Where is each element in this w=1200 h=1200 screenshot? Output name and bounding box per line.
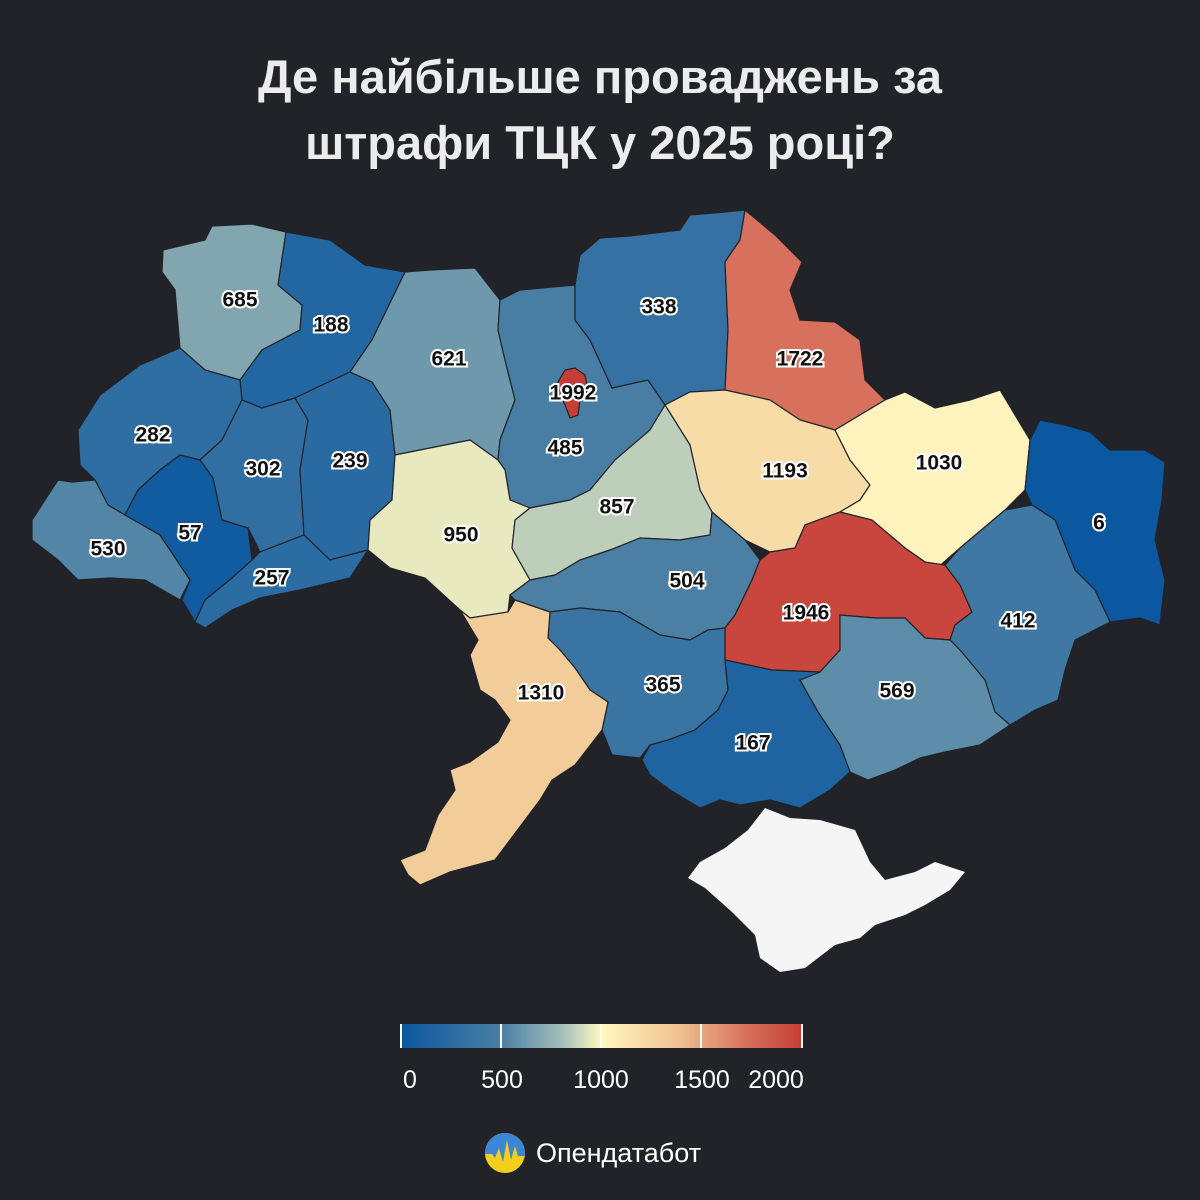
label-zaporizhzhia: 569: [879, 680, 914, 703]
label-kirovohrad: 504: [669, 570, 704, 593]
label-luhansk: 6: [1093, 512, 1105, 535]
legend-label-500: 500: [481, 1066, 523, 1094]
label-lviv: 282: [135, 424, 170, 447]
legend-label-2000: 2000: [748, 1066, 804, 1094]
label-kherson: 167: [735, 732, 770, 755]
legend-tick-2000: [801, 1024, 803, 1048]
label-donetsk: 412: [1000, 610, 1035, 633]
region-odesa[interactable]: [399, 599, 609, 886]
label-ternopil: 302: [245, 458, 280, 481]
label-dnipropetrovsk: 1946: [783, 602, 830, 625]
legend-tick-1500: [700, 1024, 702, 1048]
region-crimea: [688, 808, 965, 972]
map-title-line-1: Де найбільше проваджень за: [257, 50, 942, 103]
region-chernivtsi[interactable]: [194, 534, 370, 629]
label-kharkiv: 1030: [916, 452, 963, 475]
label-cherkasy: 857: [599, 496, 634, 519]
legend-label-1000: 1000: [573, 1066, 629, 1094]
brand: Опендатабот: [484, 1131, 701, 1175]
label-ivano-frankivsk: 57: [178, 522, 201, 545]
label-mykolaiv: 365: [645, 674, 680, 697]
region-kherson[interactable]: [641, 659, 851, 809]
label-zakarpattia: 530: [90, 538, 125, 561]
brand-name: Опендатабот: [536, 1137, 702, 1168]
label-kyiv-oblast: 485: [547, 437, 582, 460]
label-khmelnytskyi: 239: [332, 450, 367, 473]
region-donetsk[interactable]: [944, 504, 1111, 726]
label-rivne: 188: [313, 314, 348, 337]
label-zhytomyr: 621: [431, 348, 466, 371]
region-zakarpattia[interactable]: [31, 479, 191, 601]
label-odesa: 1310: [518, 682, 565, 705]
labels-layer: 685 188 282 302 239 530 57 257 621 485 1…: [88, 287, 1106, 757]
map-title-line-2: штрафи ТЦК у 2025 році?: [305, 116, 895, 169]
legend-tick-0: [400, 1024, 402, 1048]
regions-layer: [31, 208, 1166, 972]
label-sumy: 1722: [777, 348, 824, 371]
label-poltava: 1193: [762, 460, 808, 483]
opendatabot-logo-icon: [485, 1133, 525, 1173]
map-title: Де найбільше проваджень за штрафи ТЦК у …: [0, 44, 1200, 176]
color-scale-bar: [400, 1024, 803, 1048]
region-ivano-frankivsk[interactable]: [124, 454, 253, 624]
label-chernivtsi: 257: [254, 567, 289, 590]
region-kyiv-city[interactable]: [557, 367, 589, 419]
legend-label-1500: 1500: [674, 1066, 730, 1094]
label-volyn: 685: [222, 289, 257, 312]
legend-tick-500: [500, 1024, 502, 1048]
label-vinnytsia: 950: [443, 524, 478, 547]
legend-tick-1000: [600, 1024, 602, 1048]
label-chernihiv: 338: [641, 296, 676, 319]
legend-label-0: 0: [403, 1066, 417, 1094]
label-kyiv-city: 1992: [550, 382, 597, 405]
